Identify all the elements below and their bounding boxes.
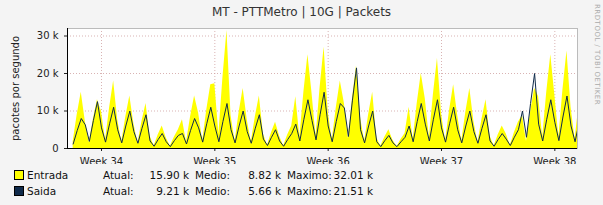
html-text:Maximo: 32.01 k: Maximo: 32.01 k: [287, 169, 373, 181]
svg-text:10 k: 10 k: [37, 105, 59, 116]
svg-text:Week 37: Week 37: [420, 156, 463, 164]
svg-text:Week 35: Week 35: [193, 156, 236, 164]
html-text:MT - PTTMetro | 10G | Packets: MT - PTTMetro | 10G | Packets: [211, 5, 392, 19]
html-text:Medio:: Medio:: [195, 185, 231, 197]
html-text:Atual:: Atual:: [103, 169, 134, 181]
html-text:Maximo: 21.51 k: Maximo: 21.51 k: [287, 185, 373, 197]
html-text:15.90 k: 15.90 k: [149, 169, 189, 181]
svg-text:30 k: 30 k: [37, 30, 59, 41]
svg-text:Week 34: Week 34: [80, 156, 123, 164]
html-text:Medio:: Medio:: [195, 169, 231, 181]
svg-text:0: 0: [52, 143, 58, 154]
svg-text:Week 38: Week 38: [533, 156, 576, 164]
html-text:Entrada: Entrada: [27, 169, 69, 181]
html-text:5.66 k: 5.66 k: [248, 185, 281, 197]
svg-text:pacotes por segundo: pacotes por segundo: [10, 36, 21, 141]
svg-text:20 k: 20 k: [37, 68, 59, 79]
html-text:8.82 k: 8.82 k: [248, 169, 281, 181]
html-text:Saida: Saida: [27, 185, 57, 197]
svg-text:Week 36: Week 36: [307, 156, 350, 164]
html-text:RRDTOOL / TOBI OETIKER: RRDTOOL / TOBI OETIKER: [593, 4, 601, 106]
html-text:Atual:: Atual:: [103, 185, 134, 197]
html-text:9.21 k: 9.21 k: [156, 185, 189, 197]
